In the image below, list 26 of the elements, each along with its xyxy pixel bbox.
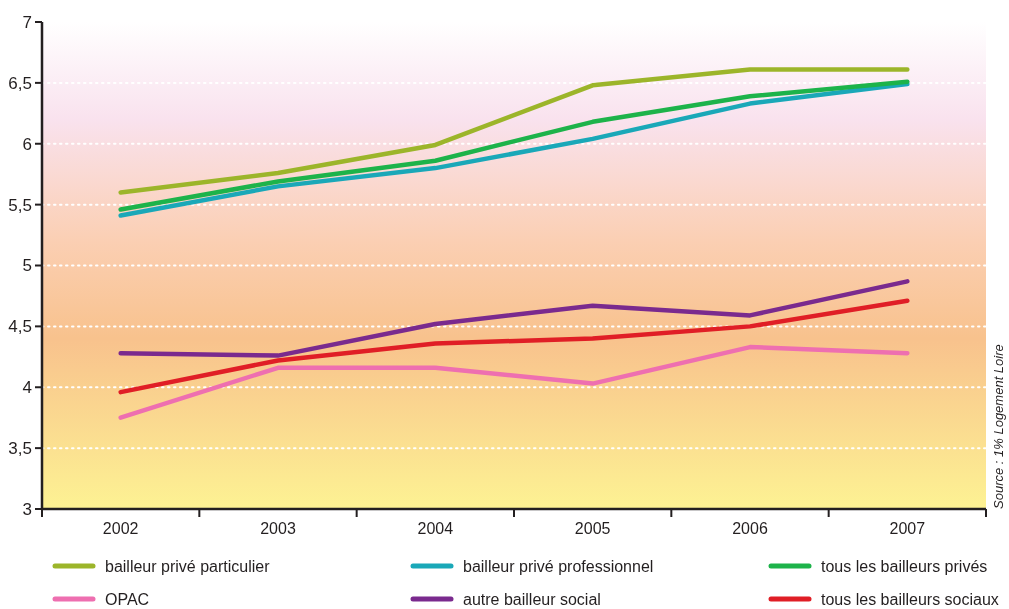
legend-label: autre bailleur social [463, 590, 601, 608]
x-tick-label: 2004 [417, 520, 454, 537]
y-tick-label: 5,5 [8, 195, 32, 215]
x-tick-label: 2007 [889, 520, 926, 537]
y-tick-label: 6 [22, 134, 32, 154]
legend-label: OPAC [105, 590, 150, 608]
line-series [118, 344, 910, 420]
y-tick-label: 3 [22, 499, 32, 519]
line-series [118, 298, 910, 395]
y-tick-label: 3,5 [8, 439, 32, 459]
y-tick-label: 6,5 [8, 73, 32, 93]
y-tick-label: 4,5 [8, 317, 32, 337]
x-tick-label: 2005 [574, 520, 611, 537]
source-note: Source : 1% Logement Loire [991, 344, 1006, 509]
x-tick-label: 2003 [260, 520, 296, 537]
y-tick-label: 7 [22, 12, 32, 32]
legend-label: tous les bailleurs privés [821, 557, 988, 575]
legend-label: bailleur privé professionnel [463, 557, 654, 575]
line-series [118, 279, 910, 358]
y-tick-label: 4 [22, 378, 32, 398]
line-series [118, 67, 910, 195]
y-tick-label: 5 [22, 256, 32, 276]
x-tick-label: 2006 [732, 520, 768, 537]
legend-label: tous les bailleurs sociaux [821, 590, 999, 608]
legend-label: bailleur privé particulier [105, 557, 271, 575]
x-tick-label: 2002 [102, 520, 139, 537]
